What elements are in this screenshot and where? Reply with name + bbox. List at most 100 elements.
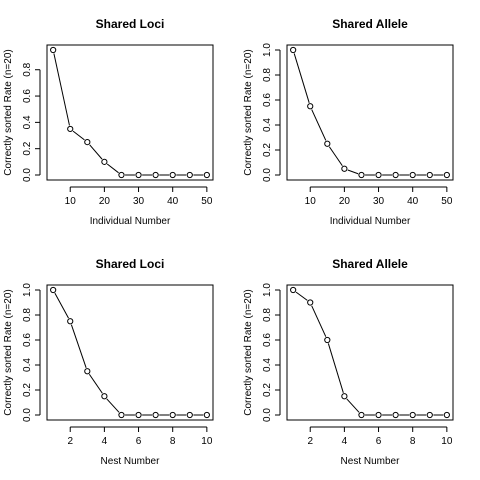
x-axis-label: Individual Number <box>90 216 171 227</box>
x-tick-label: 10 <box>201 436 213 447</box>
plot-frame <box>286 44 454 181</box>
x-axis-label: Nest Number <box>101 456 161 467</box>
x-tick-label: 30 <box>373 196 385 207</box>
chart-title: Shared Loci <box>96 17 165 31</box>
x-tick-label: 10 <box>441 436 453 447</box>
chart-title: Shared Loci <box>96 257 165 271</box>
series-line-segment <box>106 398 120 413</box>
x-tick-label: 10 <box>65 196 77 207</box>
data-point <box>392 171 399 179</box>
x-tick-label: 10 <box>305 196 317 207</box>
data-point <box>186 411 193 419</box>
y-tick-label: 0.4 <box>262 118 273 132</box>
chart-title: Shared Allele <box>332 257 408 271</box>
data-point <box>307 299 314 306</box>
data-point <box>118 171 125 179</box>
y-tick-label: 0.4 <box>22 115 33 129</box>
y-tick-label: 0.2 <box>22 383 33 397</box>
data-point <box>375 171 382 179</box>
x-tick-label: 50 <box>201 196 213 207</box>
data-point <box>358 171 365 179</box>
x-axis-label: Individual Number <box>330 216 411 227</box>
data-point <box>67 125 74 133</box>
y-axis-label: Correctly sorted Rate (n=20) <box>243 49 254 175</box>
series-line-segment <box>327 343 344 393</box>
data-point <box>392 411 399 419</box>
data-point <box>358 411 365 419</box>
y-tick-label: 0.8 <box>262 308 273 322</box>
y-tick-label: 0.2 <box>262 383 273 397</box>
y-tick-label: 0.0 <box>22 168 33 182</box>
data-point <box>101 158 108 165</box>
x-tick-label: 20 <box>99 196 111 207</box>
series-line-segment <box>293 53 310 103</box>
data-point <box>135 411 142 419</box>
data-point <box>290 46 297 54</box>
data-point <box>443 171 450 179</box>
x-tick-label: 40 <box>407 196 419 207</box>
series-line-segment <box>347 169 359 175</box>
panel-2: Shared Allele 10 20 30 40 50 0.0 0.2 0.4 0.6 0.8 1.… <box>243 17 454 227</box>
data-point <box>426 171 433 179</box>
panel-1: Shared Loci 10 20 30 40 50 0.0 0.2 0.4 0.6 0.8 Indi… <box>3 17 214 227</box>
data-point <box>324 140 331 147</box>
y-tick-label: 0.8 <box>22 308 33 322</box>
y-tick-label: 1.0 <box>22 283 33 297</box>
y-tick-label: 0.2 <box>22 141 33 155</box>
chart-title: Shared Allele <box>332 17 408 31</box>
series-line-segment <box>54 292 69 319</box>
data-point <box>186 171 193 179</box>
data-point <box>203 171 210 179</box>
x-tick-label: 8 <box>410 436 416 447</box>
data-point <box>290 286 297 294</box>
data-point <box>375 411 382 419</box>
y-tick-label: 0.6 <box>22 333 33 347</box>
x-tick-label: 8 <box>170 436 176 447</box>
y-tick-label: 1.0 <box>262 283 273 297</box>
data-point <box>341 165 348 172</box>
x-tick-label: 6 <box>376 436 382 447</box>
data-point <box>50 286 57 294</box>
data-point <box>203 411 210 419</box>
data-point <box>152 411 159 419</box>
data-point <box>152 171 159 179</box>
data-point <box>341 393 348 400</box>
x-tick-label: 2 <box>67 436 73 447</box>
data-point <box>307 103 314 110</box>
data-point <box>135 171 142 179</box>
data-point <box>50 46 57 54</box>
y-axis-label: Correctly sorted Rate (n=20) <box>3 49 14 175</box>
y-tick-label: 0.0 <box>262 168 273 182</box>
y-axis-label: Correctly sorted Rate (n=20) <box>3 289 14 415</box>
series-line-segment <box>311 109 327 141</box>
series-line-segment <box>295 291 308 301</box>
series-line-segment <box>88 373 103 394</box>
y-tick-label: 1.0 <box>262 43 273 57</box>
y-axis-label: Correctly sorted Rate (n=20) <box>243 289 254 415</box>
x-tick-label: 2 <box>307 436 313 447</box>
x-tick-label: 20 <box>339 196 351 207</box>
data-point <box>443 411 450 419</box>
panel-3: Shared Loci 2 4 6 8 10 0.0 0.2 0.4 0.6 0.8 1.0 Nest … <box>3 257 214 467</box>
series-line-segment <box>328 146 343 167</box>
data-point <box>169 411 176 419</box>
data-point <box>67 318 74 325</box>
y-tick-label: 0.6 <box>262 333 273 347</box>
series-line-segment <box>346 398 360 413</box>
series-line-segment <box>106 163 119 174</box>
data-point <box>118 411 125 419</box>
series-line-segment <box>53 53 70 126</box>
x-tick-label: 50 <box>441 196 453 207</box>
y-tick-label: 0.8 <box>22 62 33 76</box>
plot-frame <box>46 284 214 421</box>
y-tick-label: 0.2 <box>262 143 273 157</box>
y-tick-label: 0.8 <box>262 68 273 82</box>
y-tick-label: 0.0 <box>262 408 273 422</box>
series-line-segment <box>89 144 103 160</box>
y-tick-label: 0.4 <box>262 358 273 372</box>
data-point <box>84 368 91 375</box>
plot-frame <box>46 44 214 181</box>
y-tick-label: 0.0 <box>22 408 33 422</box>
data-point <box>324 336 331 344</box>
